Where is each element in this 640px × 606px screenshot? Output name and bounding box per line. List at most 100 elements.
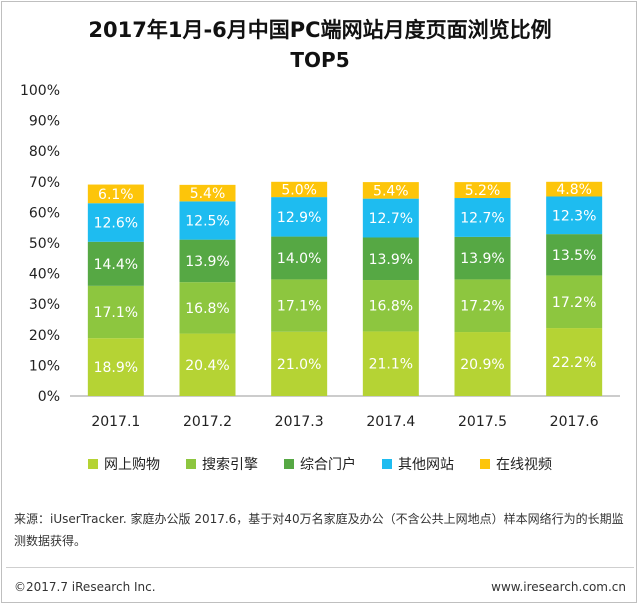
x-tick-label: 2017.3 [275,414,324,430]
bar-segment [454,236,511,280]
footer-divider [6,567,634,568]
y-tick-label: 90% [29,114,60,130]
x-tick-label: 2017.6 [550,414,599,430]
y-tick-label: 20% [29,328,60,344]
legend-item: 综合门户 [284,454,356,474]
bar-segment [87,241,144,286]
legend-label: 在线视频 [496,457,552,473]
data-label: 16.8% [369,299,413,315]
data-label: 5.4% [373,183,409,199]
bar-segment [362,182,419,199]
y-tick-label: 60% [29,205,60,221]
chart-subtitle: TOP5 [290,48,350,72]
y-tick-label: 0% [38,389,60,405]
data-label: 12.7% [460,210,504,226]
bar-segment [271,236,328,280]
data-label: 16.8% [185,301,229,317]
bar-segment [87,203,144,242]
data-label: 13.5% [552,248,596,264]
data-label: 20.4% [185,358,229,374]
bar-segment [454,332,511,396]
bar-segment [179,184,236,202]
bar-segment [362,280,419,332]
data-label: 13.9% [185,254,229,270]
bar-segment [546,234,603,276]
data-label: 17.1% [277,299,321,315]
bar-segment [546,196,603,235]
bar-segment [362,237,419,281]
y-tick-label: 80% [29,144,60,160]
bar-segment [87,285,144,339]
legend-label: 其他网站 [398,457,454,473]
footer-website: www.iresearch.com.cn [491,580,626,594]
data-label: 12.6% [94,215,138,231]
bar-segment [362,198,419,238]
data-label: 14.4% [94,257,138,273]
bar-segment [454,198,511,237]
y-tick-label: 40% [29,267,60,283]
data-label: 18.9% [94,360,138,376]
y-tick-label: 70% [29,175,60,191]
data-label: 12.5% [185,214,229,230]
x-tick-label: 2017.5 [458,414,507,430]
data-label: 12.7% [369,211,413,227]
footer-copyright: ©2017.7 iResearch Inc. [14,580,156,594]
bar-segment [271,331,328,396]
data-label: 4.8% [556,182,592,198]
data-label: 5.0% [281,182,317,198]
legend-item: 网上购物 [88,454,160,474]
data-label: 22.2% [552,355,596,371]
chart-title: 2017年1月-6月中国PC端网站月度页面浏览比例 [88,18,552,42]
legend-swatch [186,459,196,469]
data-label: 13.9% [460,251,504,267]
y-tick-label: 50% [29,236,60,252]
y-tick-label: 100% [20,83,60,99]
bar-segment [362,331,419,396]
y-tick-label: 30% [29,297,60,313]
bar-segment [271,279,328,332]
stacked-bar-chart: 0% 10% 20% 30% 40% 50% 60% 70% 80% 90% 100% 18.9% 17… [20,83,620,430]
data-label: 17.1% [94,305,138,321]
bar-segment [454,182,511,199]
x-tick-label: 2017.1 [91,414,140,430]
legend-swatch [284,459,294,469]
data-label: 21.0% [277,357,321,373]
legend-label: 搜索引擎 [202,457,258,473]
data-label: 5.4% [190,186,226,202]
data-label: 12.9% [277,210,321,226]
data-label: 12.3% [552,208,596,224]
bar-segment [271,181,328,198]
bar-segment [546,181,603,197]
legend-swatch [88,459,98,469]
bar-segment [179,282,236,334]
bar-segment [87,184,144,204]
bar-segment [546,275,603,329]
legend-swatch [382,459,392,469]
data-label: 5.2% [465,183,501,199]
bar-segment [546,328,603,396]
y-tick-label: 10% [29,358,60,374]
legend-label: 网上购物 [104,457,160,473]
data-label: 13.9% [369,252,413,268]
chart-legend: 网上购物 搜索引擎 综合门户 其他网站 在线视频 [0,454,640,474]
data-label: 6.1% [98,187,134,203]
bar-segment [179,239,236,283]
legend-item: 其他网站 [382,454,454,474]
bar-segment [87,338,144,396]
data-label: 21.1% [369,357,413,373]
legend-swatch [480,459,490,469]
data-label: 17.2% [552,295,596,311]
x-tick-label: 2017.2 [183,414,232,430]
bar-segment [454,279,511,333]
legend-item: 搜索引擎 [186,454,258,474]
x-tick-label: 2017.4 [366,414,415,430]
data-label: 20.9% [460,357,504,373]
bar-segment [179,201,236,240]
data-label: 17.2% [460,299,504,315]
source-note: 来源：iUserTracker. 家庭办公版 2017.6，基于对40万名家庭及… [14,512,624,548]
data-label: 14.0% [277,251,321,267]
legend-item: 在线视频 [480,454,552,474]
bar-segment [271,197,328,237]
legend-label: 综合门户 [300,457,356,473]
